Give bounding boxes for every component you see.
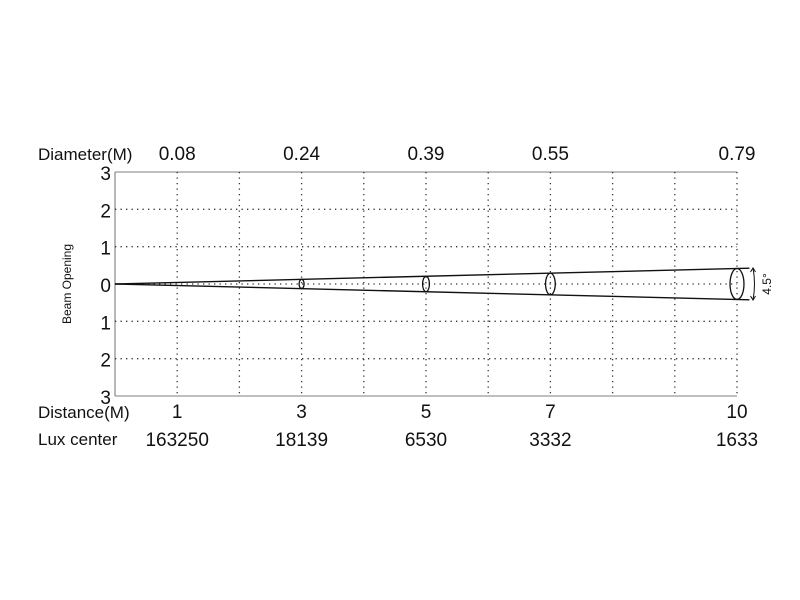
labels: 32101230.0811632500.243181390.39565300.5…	[100, 144, 758, 451]
y-tick-label: 3	[100, 388, 111, 409]
beam-cross-section	[421, 275, 431, 293]
lux-label: Lux center	[38, 430, 118, 449]
lux-value: 3332	[529, 430, 571, 451]
beam	[114, 267, 756, 301]
y-tick-label: 3	[100, 164, 111, 185]
distance-value: 7	[545, 402, 556, 423]
y-tick-label: 1	[100, 313, 111, 334]
grid	[114, 171, 738, 397]
lux-value: 1633	[716, 430, 758, 451]
beam-upper-edge	[114, 267, 750, 285]
y-axis-label: Beam Opening	[60, 244, 74, 324]
angle-arrow	[752, 267, 755, 301]
arrow-head-up-icon	[750, 267, 756, 273]
distance-value: 5	[421, 402, 432, 423]
arrow-head-down-icon	[750, 295, 756, 301]
beam-cross-section	[729, 267, 745, 301]
lux-value: 163250	[145, 430, 208, 451]
diameter-value: 0.79	[719, 144, 756, 165]
beam-cross-section	[544, 272, 556, 296]
y-tick-label: 2	[100, 201, 111, 222]
diameter-value: 0.55	[532, 144, 569, 165]
distance-label: Distance(M)	[38, 403, 130, 422]
diameter-value: 0.08	[159, 144, 196, 165]
beam-lower-edge	[114, 283, 750, 301]
beam-angle-label: 4.5°	[760, 273, 774, 295]
y-tick-label: 2	[100, 351, 111, 372]
beam-cross-section	[298, 278, 305, 290]
y-tick-label: 1	[100, 239, 111, 260]
lux-value: 6530	[405, 430, 447, 451]
diameter-label: Diameter(M)	[38, 145, 132, 164]
y-tick-label: 0	[100, 276, 111, 297]
lux-value: 18139	[275, 430, 328, 451]
distance-value: 1	[172, 402, 183, 423]
distance-value: 10	[726, 402, 747, 423]
diameter-value: 0.24	[283, 144, 320, 165]
diameter-value: 0.39	[408, 144, 445, 165]
distance-value: 3	[296, 402, 307, 423]
